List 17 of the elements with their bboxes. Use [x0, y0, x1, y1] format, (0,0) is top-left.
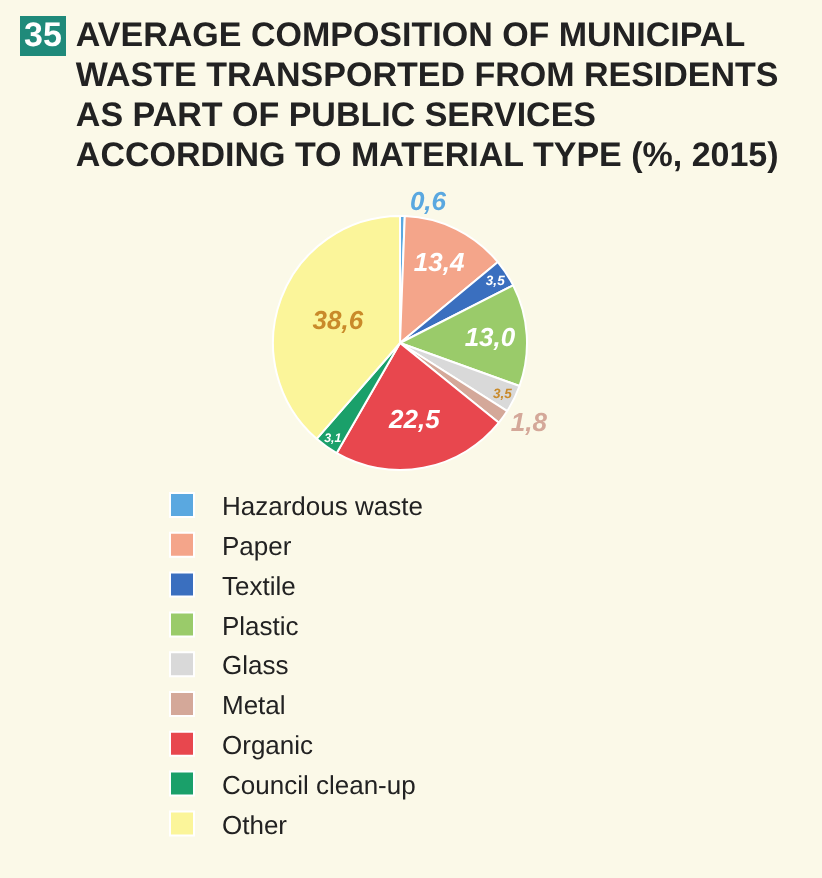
legend-label: Hazardous waste [222, 491, 423, 522]
legend-label: Organic [222, 729, 315, 760]
data-label: 38,6 [312, 305, 365, 336]
legend-label: Textile [222, 570, 296, 601]
data-label: 13,0 [464, 322, 517, 353]
legend-label: Paper [222, 530, 293, 561]
data-label: 13,4 [413, 247, 466, 278]
data-label: 1,8 [510, 407, 549, 438]
data-label: 0,6 [409, 186, 448, 217]
legend-label: Glass [222, 650, 290, 681]
legend-label: Plastic [222, 610, 300, 641]
text: 35 [20, 16, 66, 56]
legend-label: Council clean-up [222, 769, 416, 800]
chart-title: AVERAGE COMPOSITION OF MUNICIPAL WASTE TRANSPORTED FROM RESIDENTS AS PART OF PUBLIC SERVICES ACCORDING TO MATERIAL TYPE (%, 2015) [75, 16, 781, 176]
legend-label: Other [222, 809, 289, 840]
data-label: 22,5 [387, 403, 442, 434]
legend-label: Metal [222, 690, 286, 721]
